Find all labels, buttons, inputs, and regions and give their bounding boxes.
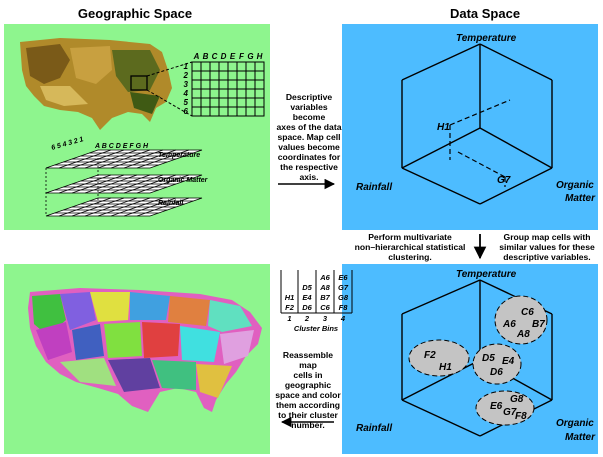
cluster-bins-label: Cluster Bins xyxy=(294,324,338,333)
data-space-panel xyxy=(342,24,598,230)
layer-label-temperature: Temperature xyxy=(158,152,200,159)
axis-rainfall-2: Rainfall xyxy=(356,423,392,434)
grid-row-label: 3 xyxy=(184,80,189,89)
cluster-bin-cell: F8 xyxy=(339,303,349,312)
grid-row-label: 2 xyxy=(183,71,189,80)
cluster-cell-b7: B7 xyxy=(532,319,545,330)
grid-row-label: 6 xyxy=(184,107,189,116)
cluster-cell-d6: D6 xyxy=(490,367,503,378)
cluster-bins-table xyxy=(280,270,353,314)
axis-temperature-2: Temperature xyxy=(456,269,517,280)
us-satellite-map xyxy=(20,38,172,130)
cluster-cell-d5: D5 xyxy=(482,353,495,364)
cluster-bin-cell: G7 xyxy=(338,283,349,292)
grid-column-label: H xyxy=(257,52,263,61)
grid-column-label: C xyxy=(212,52,218,61)
cluster-cell-f8: F8 xyxy=(515,411,527,422)
point-h1: H1 xyxy=(437,122,450,133)
cluster-bin-number: 4 xyxy=(340,314,346,323)
data-layer xyxy=(45,149,203,169)
cluster-bin-cell: D5 xyxy=(302,283,312,292)
cluster-cell-c6: C6 xyxy=(521,307,534,318)
clustered-us-map xyxy=(28,288,262,412)
grid-column-label: A xyxy=(193,52,200,61)
cluster-cell-f2: F2 xyxy=(424,350,436,361)
data-space-cube xyxy=(401,43,553,205)
cluster-bin-number: 2 xyxy=(304,314,310,323)
cluster-cell-g7: G7 xyxy=(503,407,517,418)
data-layer xyxy=(45,174,203,194)
caption-reassemble: Reassemble map cells in geographic space… xyxy=(275,350,341,430)
caption-group-map-cells: Group map cells with similar values for … xyxy=(499,232,595,262)
layer-label-rainfall: Rainfall xyxy=(158,200,184,207)
caption-multivariate-clustering: Perform multivariate non–hierarchical st… xyxy=(354,232,466,262)
axis-rainfall: Rainfall xyxy=(356,182,392,193)
data-space-title: Data Space xyxy=(449,6,521,21)
cluster-cell-h1: H1 xyxy=(439,362,452,373)
grid-row-label: 4 xyxy=(183,89,189,98)
axis-organic: Organic xyxy=(556,180,594,191)
cluster-bin-cell: E6 xyxy=(338,273,348,282)
geographic-space-title: Geographic Space xyxy=(77,6,193,21)
layer-label-organic-matter: Organic Matter xyxy=(158,177,209,184)
axis-matter: Matter xyxy=(565,193,596,204)
cluster-bin-cell: A8 xyxy=(319,283,330,292)
data-points-dashed xyxy=(449,99,511,187)
axis-organic-2: Organic xyxy=(556,418,594,429)
cluster-bin-cell: A6 xyxy=(319,273,330,282)
cluster-bin-number: 1 xyxy=(287,314,291,323)
grid-column-label: G xyxy=(247,52,253,61)
grid-column-label: B xyxy=(203,52,209,61)
point-g7: G7 xyxy=(497,175,511,186)
cluster-bin-cell: F2 xyxy=(285,303,295,312)
cluster-bin-cell: E4 xyxy=(302,293,312,302)
map-selection-box xyxy=(130,75,148,91)
caption-descriptive-variables: Descriptive variables become axes of the… xyxy=(276,92,342,182)
layer-stack xyxy=(45,149,203,217)
stack-column-labels: A B C D E F G H xyxy=(94,143,149,150)
cluster-ellipses xyxy=(408,295,548,426)
cluster-cell-g8: G8 xyxy=(510,394,524,405)
cluster-bin-cell: C6 xyxy=(320,303,330,312)
cluster-cell-a8: A8 xyxy=(516,329,530,340)
stack-row-labels: 6 5 4 3 2 1 xyxy=(51,136,85,152)
map-cell-grid xyxy=(191,61,265,117)
cluster-bin-cell: G8 xyxy=(338,293,349,302)
cluster-cell-a6: A6 xyxy=(502,319,516,330)
cluster-bin-cell: B7 xyxy=(320,293,330,302)
grid-column-label: F xyxy=(239,52,245,61)
data-layer xyxy=(45,197,203,217)
axis-matter-2: Matter xyxy=(565,432,596,443)
clustered-data-space-panel xyxy=(342,264,598,454)
axis-temperature: Temperature xyxy=(456,33,517,44)
grid-column-label: E xyxy=(230,52,236,61)
grid-row-label: 1 xyxy=(184,62,189,71)
cluster-labels: C6 A6 B7 A8 F2 H1 D5 E4 D6 G8 E6 G7 F8 xyxy=(424,307,545,422)
grid-row-label: 5 xyxy=(184,98,189,107)
cluster-cell-e6: E6 xyxy=(490,401,503,412)
cluster-bin-cell: H1 xyxy=(285,293,295,302)
cluster-bin-number: 3 xyxy=(323,314,328,323)
cluster-cell-e4: E4 xyxy=(502,356,515,367)
grid-column-label: D xyxy=(221,52,227,61)
cluster-bin-cell: D6 xyxy=(302,303,312,312)
